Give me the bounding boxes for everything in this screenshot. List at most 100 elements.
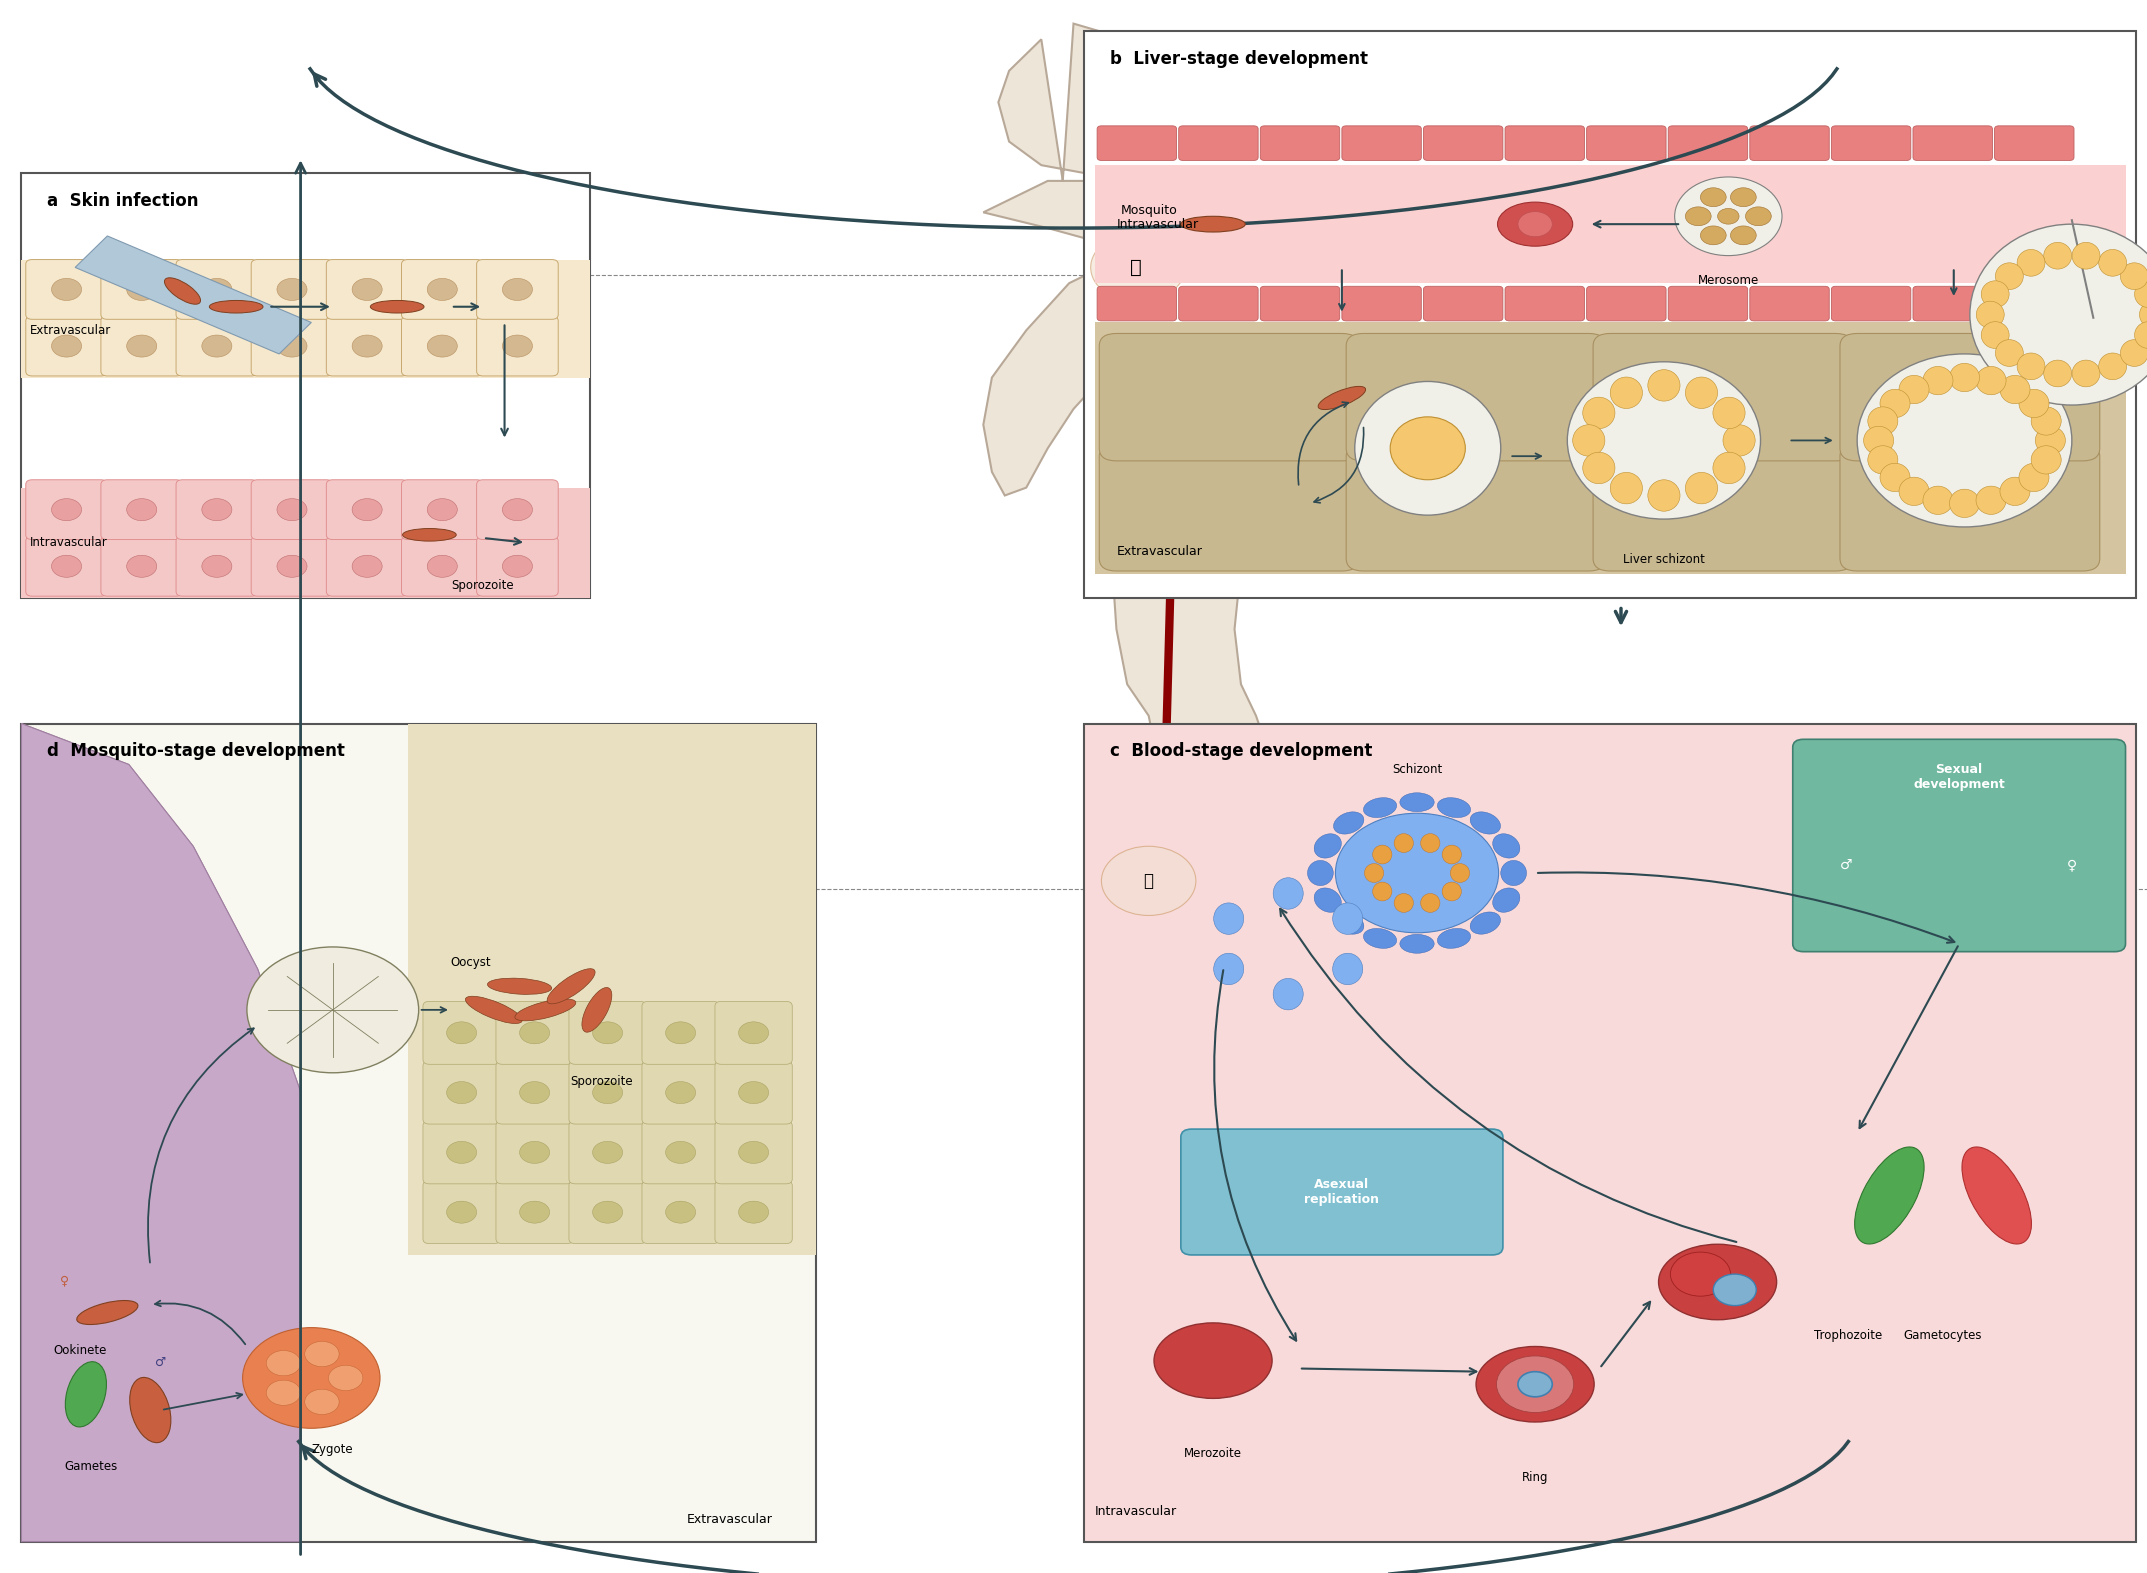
FancyBboxPatch shape [1750, 126, 1829, 160]
Ellipse shape [1969, 223, 2147, 404]
Circle shape [305, 1389, 339, 1414]
FancyBboxPatch shape [101, 536, 182, 596]
Circle shape [520, 1082, 550, 1104]
Text: Ookinete: Ookinete [54, 1343, 107, 1357]
Ellipse shape [2100, 250, 2128, 277]
FancyBboxPatch shape [1260, 126, 1340, 160]
Ellipse shape [1314, 887, 1342, 912]
Text: ♂: ♂ [155, 1356, 167, 1369]
Circle shape [277, 278, 307, 300]
Text: ♂: ♂ [1840, 859, 1853, 871]
Text: Zygote: Zygote [311, 1444, 354, 1457]
Circle shape [502, 335, 532, 357]
Ellipse shape [2001, 376, 2031, 404]
FancyBboxPatch shape [21, 488, 590, 598]
Circle shape [739, 1082, 769, 1104]
Ellipse shape [2031, 445, 2061, 473]
FancyBboxPatch shape [176, 480, 258, 540]
Ellipse shape [582, 988, 612, 1032]
FancyBboxPatch shape [1840, 444, 2100, 571]
FancyBboxPatch shape [21, 173, 590, 598]
Ellipse shape [1333, 812, 1363, 834]
Text: b  Liver-stage development: b Liver-stage development [1110, 50, 1368, 68]
Ellipse shape [1273, 878, 1303, 909]
Ellipse shape [77, 1301, 137, 1324]
Circle shape [593, 1022, 623, 1044]
Circle shape [243, 1328, 380, 1428]
Polygon shape [1091, 417, 1241, 503]
Text: Intravascular: Intravascular [1095, 1505, 1177, 1518]
Ellipse shape [1213, 953, 1243, 985]
Ellipse shape [2072, 360, 2100, 387]
Ellipse shape [1881, 464, 1911, 492]
Text: a  Skin infection: a Skin infection [47, 192, 200, 209]
Ellipse shape [2121, 340, 2147, 367]
FancyBboxPatch shape [176, 316, 258, 376]
Ellipse shape [1393, 834, 1413, 853]
Text: 🦟: 🦟 [1129, 258, 1142, 277]
FancyBboxPatch shape [1995, 286, 2074, 321]
Ellipse shape [64, 1362, 107, 1427]
Circle shape [352, 335, 382, 357]
Ellipse shape [1318, 387, 1365, 409]
FancyBboxPatch shape [569, 1181, 646, 1244]
Circle shape [52, 278, 82, 300]
Circle shape [202, 278, 232, 300]
FancyBboxPatch shape [401, 536, 483, 596]
Ellipse shape [208, 300, 262, 313]
Circle shape [520, 1202, 550, 1224]
Text: Liver schizont: Liver schizont [1623, 554, 1705, 566]
Circle shape [666, 1022, 696, 1044]
Circle shape [202, 555, 232, 577]
Ellipse shape [2072, 242, 2100, 269]
Text: Liver: Liver [1146, 473, 1185, 486]
Circle shape [739, 1142, 769, 1164]
Circle shape [593, 1082, 623, 1104]
FancyBboxPatch shape [1668, 126, 1748, 160]
FancyBboxPatch shape [1423, 286, 1503, 321]
FancyBboxPatch shape [1587, 126, 1666, 160]
Ellipse shape [1995, 340, 2022, 367]
Circle shape [352, 555, 382, 577]
Ellipse shape [2044, 242, 2072, 269]
Ellipse shape [1949, 363, 1980, 392]
Circle shape [1700, 227, 1726, 245]
Circle shape [1713, 1274, 1756, 1306]
Ellipse shape [2001, 477, 2031, 505]
FancyBboxPatch shape [477, 260, 558, 319]
Ellipse shape [1975, 486, 2005, 514]
FancyBboxPatch shape [326, 536, 408, 596]
Ellipse shape [1213, 903, 1243, 934]
Circle shape [277, 499, 307, 521]
Circle shape [447, 1202, 477, 1224]
FancyBboxPatch shape [1095, 165, 2126, 283]
Text: Schizont: Schizont [1391, 763, 1443, 775]
FancyBboxPatch shape [1342, 286, 1421, 321]
Ellipse shape [1501, 860, 1527, 886]
Ellipse shape [2018, 250, 2046, 277]
FancyBboxPatch shape [1840, 333, 2100, 461]
Ellipse shape [1492, 834, 1520, 859]
FancyBboxPatch shape [569, 1122, 646, 1184]
FancyBboxPatch shape [423, 1181, 500, 1244]
Circle shape [202, 335, 232, 357]
Circle shape [1108, 412, 1159, 450]
Circle shape [1101, 846, 1196, 915]
FancyBboxPatch shape [101, 316, 182, 376]
Text: 🦟: 🦟 [1144, 871, 1153, 890]
FancyBboxPatch shape [477, 316, 558, 376]
Polygon shape [21, 724, 301, 1542]
Circle shape [127, 335, 157, 357]
FancyBboxPatch shape [642, 1002, 719, 1065]
Ellipse shape [547, 969, 595, 1004]
Ellipse shape [466, 996, 522, 1024]
FancyBboxPatch shape [569, 1062, 646, 1125]
Polygon shape [983, 24, 1385, 1486]
Circle shape [52, 335, 82, 357]
Ellipse shape [2134, 321, 2147, 348]
FancyBboxPatch shape [642, 1122, 719, 1184]
FancyBboxPatch shape [401, 316, 483, 376]
Circle shape [266, 1351, 301, 1376]
Ellipse shape [1857, 354, 2072, 527]
FancyBboxPatch shape [26, 480, 107, 540]
